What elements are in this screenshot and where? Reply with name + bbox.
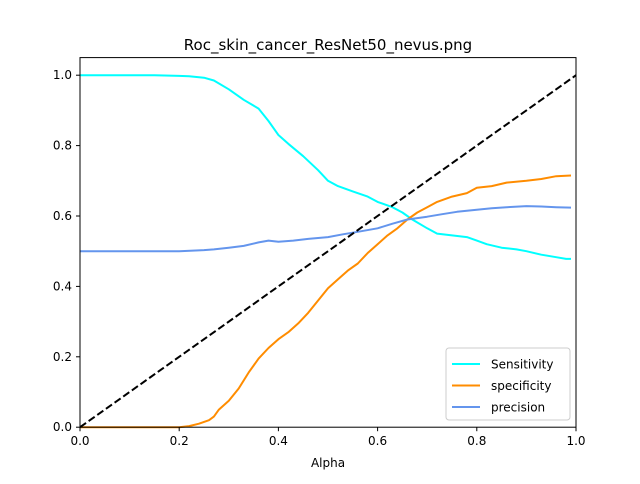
chart-title: Roc_skin_cancer_ResNet50_nevus.png	[184, 36, 472, 55]
series-line-specificity	[80, 174, 572, 429]
series-line-precision	[80, 205, 572, 253]
legend-box	[445, 347, 571, 421]
x-axis-label: Alpha	[311, 456, 345, 470]
legend-label: specificity	[491, 379, 551, 393]
x-tick-label: 0.6	[368, 434, 387, 448]
x-tick-label: 0.4	[269, 434, 288, 448]
y-tick-label: 0.4	[53, 279, 72, 293]
plot-lines	[79, 74, 577, 429]
series-line-sensitivity	[80, 74, 571, 260]
x-tick-label: 0.0	[70, 434, 89, 448]
legend-label: Sensitivity	[491, 358, 553, 372]
series-line-diagonal-reference	[79, 74, 577, 429]
legend: Sensitivity specificity precision	[445, 347, 571, 421]
y-tick-label: 0.8	[53, 139, 72, 153]
x-tick-label: 0.2	[170, 434, 189, 448]
y-tick-label: 0.6	[53, 209, 72, 223]
y-tick-label: 1.0	[53, 68, 72, 82]
y-tick-label: 0.2	[53, 350, 72, 364]
legend-label: precision	[491, 401, 545, 415]
plot-frame	[79, 57, 577, 428]
x-tick-label: 0.8	[467, 434, 486, 448]
x-axis-ticks: 0.0 0.2 0.4 0.6 0.8 1.0	[70, 427, 586, 448]
y-tick-label: 0.0	[53, 420, 72, 434]
x-tick-label: 1.0	[566, 434, 585, 448]
y-axis-ticks: 0.0 0.2 0.4 0.6 0.8 1.0	[53, 68, 80, 434]
